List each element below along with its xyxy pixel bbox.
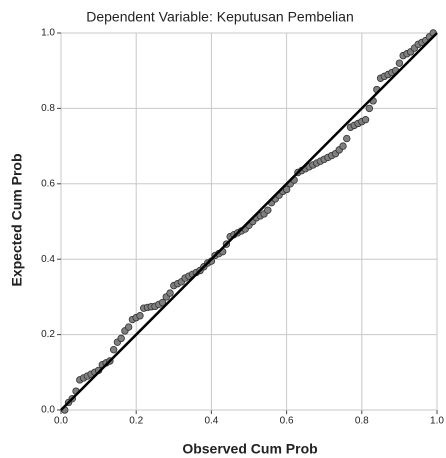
y-tick-label: 0.8 (41, 103, 55, 114)
x-tick-label: 0.0 (54, 416, 68, 427)
y-tick-label: 0.2 (41, 329, 55, 340)
data-point (265, 207, 272, 214)
x-tick-label: 0.2 (129, 416, 143, 427)
x-tick-label: 0.6 (280, 416, 294, 427)
x-tick-label: 0.8 (355, 416, 369, 427)
chart: Dependent Variable: Keputusan Pembelian … (0, 0, 446, 458)
x-tick-label: 1.0 (430, 416, 444, 427)
y-axis-title: Expected Cum Prob (9, 153, 25, 286)
data-point (137, 312, 144, 319)
x-axis-title: Observed Cum Prob (182, 441, 317, 457)
data-point (167, 290, 174, 297)
data-point (125, 324, 132, 331)
y-tick-label: 0.4 (41, 254, 55, 265)
y-tick-label: 1.0 (41, 28, 55, 39)
data-point (340, 143, 347, 150)
data-point (343, 135, 350, 142)
data-point (110, 346, 117, 353)
data-point (396, 60, 403, 67)
chart-title: Dependent Variable: Keputusan Pembelian (86, 9, 353, 25)
data-point (366, 105, 373, 112)
y-tick-label: 0.0 (41, 405, 55, 416)
data-point (118, 335, 125, 342)
data-point (362, 116, 369, 123)
x-tick-label: 0.4 (204, 416, 218, 427)
y-tick-label: 0.6 (41, 178, 55, 189)
